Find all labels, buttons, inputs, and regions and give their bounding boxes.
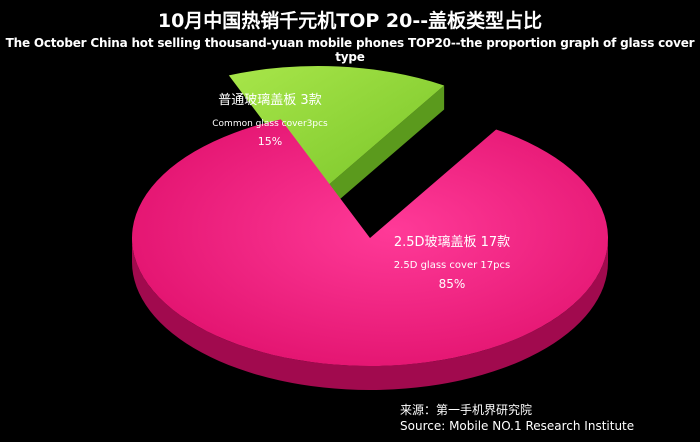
- slice-label-cn-2: 2.5D玻璃盖板 17款: [394, 235, 510, 250]
- pie-slice-side-2: [132, 238, 608, 390]
- source-line-en: Source: Mobile NO.1 Research Institute: [400, 419, 635, 433]
- pie-slice-1: [228, 65, 445, 194]
- slice-label-en-1: Common glass cover3pcs: [212, 119, 328, 129]
- slice-percent-1: 15%: [258, 135, 282, 148]
- pie-slice-edge-1: [318, 85, 445, 218]
- chart-title: 10月中国热销千元机TOP 20--盖板类型占比: [157, 10, 543, 32]
- pie-slice-2: [131, 119, 608, 366]
- slice-percent-2: 85%: [439, 277, 466, 291]
- slice-label-en-2: 2.5D glass cover 17pcs: [394, 260, 510, 271]
- source-line-cn: 来源：第一手机界研究院: [400, 403, 533, 417]
- source-note: 来源：第一手机界研究院 Source: Mobile NO.1 Research…: [400, 402, 634, 434]
- slice-label-cn-1: 普通玻璃盖板 3款: [218, 93, 321, 108]
- chart-subtitle: The October China hot selling thousand-y…: [5, 36, 695, 64]
